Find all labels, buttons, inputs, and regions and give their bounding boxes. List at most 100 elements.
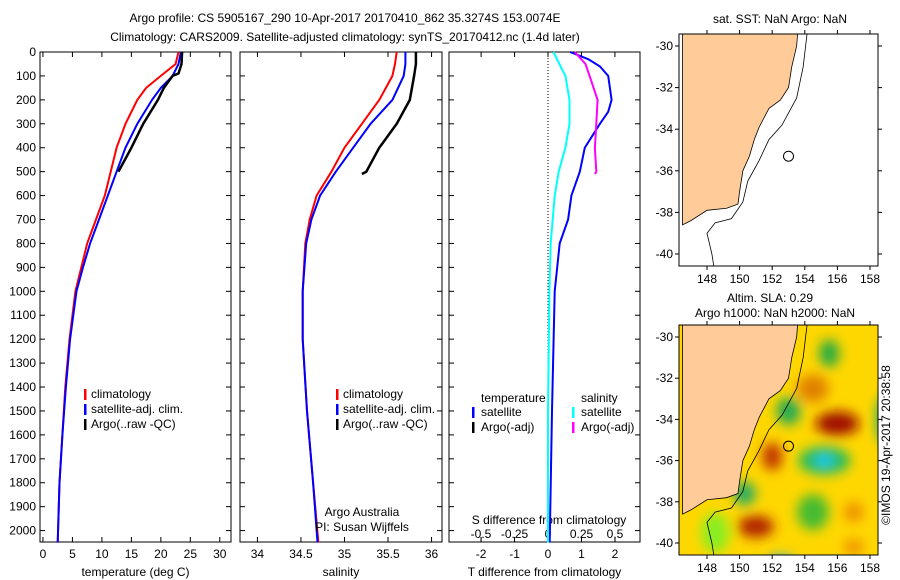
lat-tick-label: -40 (656, 536, 674, 550)
plot-frame (448, 51, 641, 543)
profile-panel-2: 34 34.5 35 35.5 36 salinity climatologysatelli… (239, 51, 443, 579)
lat-tick-label: -38 (656, 495, 674, 509)
lon-tick-label: 152 (762, 561, 782, 575)
title-line2: Climatology: CARS2009. Satellite-adjuste… (110, 30, 580, 44)
sla-blob (815, 411, 860, 436)
lat-tick-label: -32 (656, 81, 674, 95)
annotation-line2: PI: Susan Wijffels (315, 520, 409, 534)
x-tick-label: 36 (425, 547, 439, 561)
series-s-argo-adj- (574, 51, 599, 175)
y-tick-label: 1600 (9, 428, 36, 442)
series-satellite-adj-clim- (301, 52, 407, 543)
y-tick-label: 800 (16, 236, 36, 250)
series-argo-raw-qc- (117, 51, 184, 173)
legend-label: climatology (91, 387, 151, 401)
lat-tick-label: -34 (656, 122, 674, 136)
legend-heading-salinity: salinity (581, 391, 618, 405)
series-s-satellite (547, 51, 571, 543)
map2-title-line1: Altim. SLA: 0.29 (727, 291, 813, 305)
y-tick-label: 300 (16, 117, 36, 131)
sla-blob (843, 502, 864, 523)
plot-frame (39, 51, 232, 543)
legend-swatch (336, 389, 339, 400)
x-tick-label: 35.5 (376, 547, 400, 561)
x-tick-label: 5 (69, 547, 76, 561)
y-tick-label: 1500 (9, 404, 36, 418)
x-axis-label: T difference from climatology (468, 565, 622, 579)
legend-heading-temperature: temperature (481, 391, 546, 405)
profile-location-marker (783, 150, 794, 162)
y-tick-label: 1000 (9, 284, 36, 298)
legend-label: satellite (481, 405, 522, 419)
legend-swatch (336, 419, 339, 430)
x-tick-label: 0 (40, 547, 47, 561)
x-tick-label: 34.5 (289, 547, 313, 561)
credit: ©IMOS 19-Apr-2017 20:38:58 (879, 365, 893, 525)
map2: -30 -32 -34 -36 -38 -40 148 150 152 154 156 158 (656, 321, 882, 575)
x2-tick-label: -0.5 (471, 527, 492, 541)
profile-panel-3: -2 -1 0 1 2 T difference from climatology -0.5… (448, 51, 641, 579)
land (682, 34, 798, 226)
series-argo-raw-qc- (361, 52, 418, 176)
sla-blob (796, 494, 829, 531)
y-tick-label: 500 (16, 165, 36, 179)
legend-swatch (336, 404, 339, 415)
sla-blob (701, 512, 730, 553)
isobath (706, 34, 808, 266)
x-axis-label: salinity (323, 565, 360, 579)
x-tick-label: 30 (213, 547, 227, 561)
legend-label: Argo(-adj) (581, 420, 634, 434)
legend-label: climatology (343, 387, 403, 401)
x2-tick-label: -0.25 (501, 527, 529, 541)
lon-tick-label: 148 (697, 272, 717, 286)
y-tick-label: 1200 (9, 332, 36, 346)
y-tick-label: 200 (16, 93, 36, 107)
x2-tick-label: 0.25 (570, 527, 594, 541)
x-tick-label: -1 (509, 547, 520, 561)
profile-panel-1: 0100200300400500600700800900100011001200… (9, 45, 232, 579)
lon-tick-label: 158 (860, 272, 880, 286)
legend-label: Argo(..raw -QC) (343, 417, 428, 431)
land (682, 325, 799, 515)
x-tick-label: 20 (154, 547, 168, 561)
y-tick-label: 1700 (9, 452, 36, 466)
legend-swatch (84, 404, 87, 415)
x-tick-label: 15 (125, 547, 139, 561)
profile-location-marker (783, 440, 794, 452)
map1-title: sat. SST: NaN Argo: NaN (713, 12, 847, 26)
lat-tick-label: -38 (656, 205, 674, 219)
map2-title-line2: Argo h1000: NaN h2000: NaN (695, 306, 855, 320)
map1: -30 -32 -34 -36 -38 -40 148 150 152 154 156 158 (656, 30, 882, 286)
x2-axis-label: S difference from climatology (472, 513, 627, 527)
x-axis-label: temperature (deg C) (81, 565, 189, 579)
sla-blob (819, 339, 840, 368)
legend-swatch (84, 419, 87, 430)
y-tick-label: 400 (16, 141, 36, 155)
lat-tick-label: -32 (656, 371, 674, 385)
lat-tick-label: -36 (656, 164, 674, 178)
y-tick-label: 2000 (9, 524, 36, 538)
legend-label: satellite (581, 405, 622, 419)
y-tick-label: 600 (16, 189, 36, 203)
x-tick-label: 35 (338, 547, 352, 561)
lon-tick-label: 148 (697, 561, 717, 575)
lon-tick-label: 150 (730, 561, 750, 575)
x-tick-label: 10 (95, 547, 109, 561)
y-tick-label: 1900 (9, 500, 36, 514)
lon-tick-label: 156 (827, 272, 847, 286)
x-tick-label: -2 (476, 547, 487, 561)
sla-blob (796, 374, 829, 403)
legend-swatch (84, 389, 87, 400)
lat-tick-label: -36 (656, 454, 674, 468)
plot-frame (239, 51, 443, 543)
lon-tick-label: 150 (730, 272, 750, 286)
lon-tick-label: 152 (762, 272, 782, 286)
sla-blob (814, 454, 835, 467)
lat-tick-label: -40 (656, 247, 674, 261)
legend-label: satellite-adj. clim. (91, 402, 183, 416)
y-tick-label: 1100 (10, 308, 36, 322)
lon-tick-label: 156 (827, 561, 847, 575)
x-tick-label: 0 (545, 547, 552, 561)
x-tick-label: 1 (578, 547, 585, 561)
legend-swatch (572, 422, 575, 433)
